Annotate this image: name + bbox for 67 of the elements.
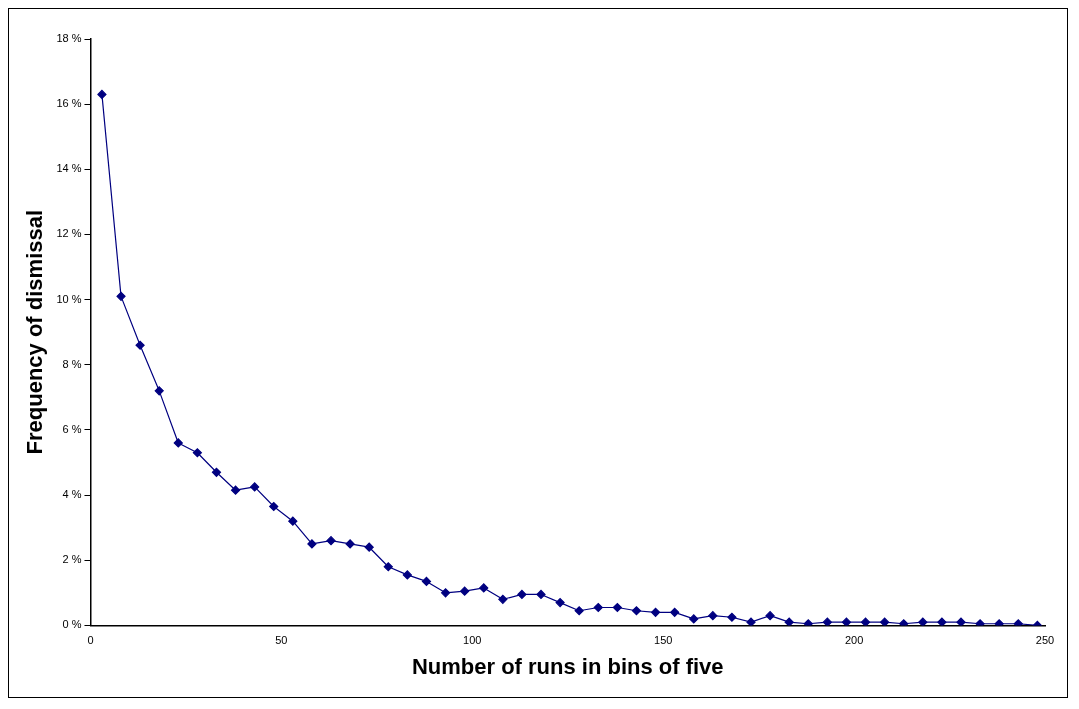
point (937, 617, 947, 626)
point (460, 586, 470, 596)
x-tick-label: 150 (654, 634, 673, 647)
point (765, 611, 775, 621)
y-axis-title: Frequency of dismissal (22, 209, 48, 455)
point (116, 291, 126, 301)
point (479, 583, 489, 593)
point (803, 619, 813, 626)
point (727, 612, 737, 622)
point (670, 607, 680, 617)
point (975, 619, 985, 626)
point (555, 598, 565, 608)
y-tick-label: 18 % (56, 32, 82, 45)
point (899, 619, 909, 626)
y-tick-label: 4 % (62, 488, 82, 501)
point (269, 501, 279, 512)
point (784, 617, 794, 626)
x-tick-label: 100 (463, 634, 482, 647)
point (498, 594, 508, 604)
point (154, 386, 164, 396)
point (517, 589, 527, 600)
x-tick-label: 250 (1035, 634, 1055, 647)
y-tick-label: 10 % (56, 292, 82, 305)
point (708, 611, 718, 621)
y-tick-label: 14 % (56, 162, 82, 175)
x-tick-label: 0 (87, 634, 94, 647)
y-tick-label: 12 % (56, 227, 82, 240)
point (689, 614, 699, 624)
point (402, 570, 412, 580)
point (860, 617, 871, 626)
point (746, 617, 756, 626)
point (230, 485, 241, 495)
x-tick-label: 200 (844, 634, 864, 647)
point (326, 536, 336, 546)
point (918, 617, 928, 626)
y-tick-label: 6 % (62, 422, 82, 435)
x-axis-title: Number of runs in bins of five (411, 653, 724, 679)
point (631, 606, 642, 616)
point (650, 607, 661, 617)
point (612, 602, 622, 613)
point (994, 619, 1004, 626)
x-tick-label: 50 (275, 634, 288, 647)
point (536, 589, 546, 600)
point (192, 448, 202, 458)
y-tick-label: 8 % (62, 357, 82, 370)
point (880, 617, 890, 626)
point (822, 617, 832, 626)
point (135, 340, 145, 350)
point (1013, 619, 1023, 626)
point (250, 482, 260, 492)
point (440, 588, 451, 598)
point (364, 542, 374, 552)
point (307, 539, 317, 549)
point (288, 516, 298, 526)
y-tick-label: 2 % (62, 553, 82, 566)
point (956, 617, 966, 626)
point (574, 606, 584, 616)
point (345, 539, 355, 549)
point (421, 576, 432, 587)
y-tick-label: 0 % (62, 618, 82, 631)
y-tick-label: 16 % (56, 97, 82, 110)
point (173, 438, 183, 448)
point (841, 617, 852, 626)
point (593, 602, 603, 613)
point (97, 89, 107, 99)
point (383, 562, 393, 572)
point (211, 467, 222, 477)
